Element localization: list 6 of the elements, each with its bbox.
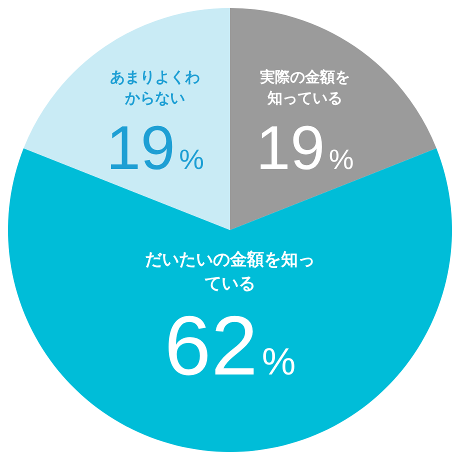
slice-label: あまりよくわからない <box>110 68 200 108</box>
data-label: 62% <box>164 298 296 393</box>
data-label: 19% <box>106 114 204 184</box>
data-label: 19% <box>256 114 354 184</box>
slice-label: 実際の金額を知っている <box>258 68 350 108</box>
slice-label: だいたいの金額を知っている <box>145 250 315 294</box>
